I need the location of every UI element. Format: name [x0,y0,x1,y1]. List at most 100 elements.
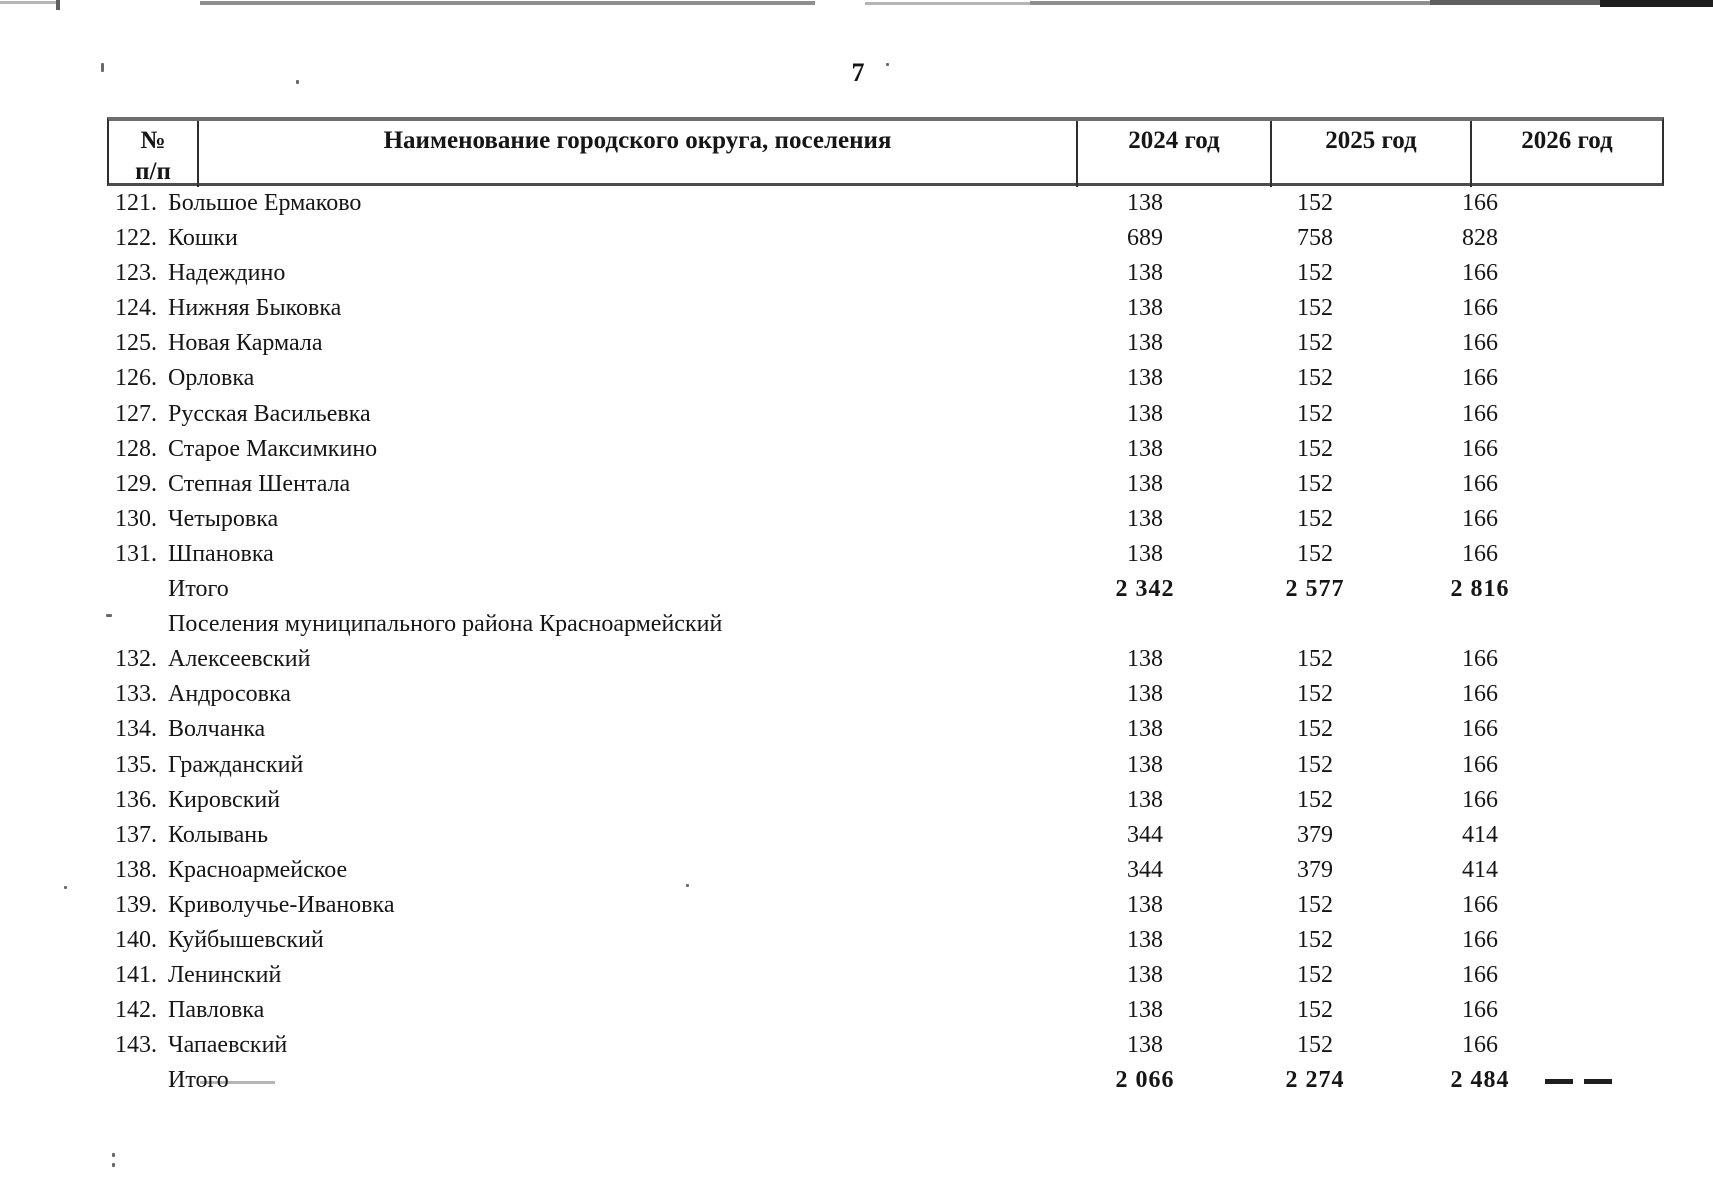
table-row: 136. Кировский 138 152 166 [107,783,1664,818]
cell-num [107,607,168,642]
cell-num: 141. [115,962,157,989]
header-cell-2024: 2024 год [1076,121,1270,187]
cell-num: 128. [115,435,157,462]
cell-2026: 166 [1462,400,1498,427]
cell-2024: 2 066 [1115,1067,1175,1094]
cell-2026: 166 [1462,926,1498,953]
cell-2025: 152 [1297,716,1333,743]
cell-2026: 166 [1462,435,1498,462]
cell-2025: 152 [1297,891,1333,918]
cell-2026: 414 [1462,821,1498,848]
cell-num: 121. [115,190,157,216]
table-row: 125. Новая Кармала 138 152 166 [107,326,1664,361]
scan-speck [101,63,104,72]
cell-name: Большое Ермаково [168,190,362,216]
cell-num [107,1063,168,1098]
cell-2025: 152 [1297,295,1333,322]
cell-2026: 166 [1462,330,1498,357]
cell-name: Красноармейское [168,856,348,883]
header-cell-2025: 2025 год [1270,121,1470,187]
table-row: 134. Волчанка 138 152 166 [107,712,1664,747]
table-row: 141. Ленинский 138 152 166 [107,958,1664,993]
cell-2024: 2 342 [1115,576,1175,603]
cell-name: Старое Максимкино [168,435,378,462]
table-row: 132. Алексеевский 138 152 166 [107,642,1664,677]
cell-num: 135. [115,751,157,778]
cell-num: 134. [115,716,157,743]
table-row: 130. Четыровка 138 152 166 [107,502,1664,537]
cell-2024: 138 [1127,260,1163,287]
cell-name: Кошки [168,225,238,252]
cell-2025: 152 [1297,786,1333,813]
cell-2026: 166 [1462,716,1498,743]
table-row: 127. Русская Васильевка 138 152 166 [107,397,1664,432]
cell-2026: 166 [1462,891,1498,918]
cell-2024: 689 [1127,225,1163,252]
scan-artifact [1030,1,1430,5]
section-header-row: Поселения муниципального района Красноар… [107,607,1664,642]
scan-artifact [1584,1079,1612,1084]
cell-2024: 138 [1127,1032,1163,1059]
table-row: 126. Орловка 138 152 166 [107,361,1664,396]
scan-artifact [200,1081,275,1084]
header-num-line2: п/п [135,158,171,185]
cell-2024: 138 [1127,646,1163,673]
cell-2026: 166 [1462,295,1498,322]
header-cell-name: Наименование городского округа, поселени… [197,121,1076,187]
cell-num: 136. [115,786,157,813]
cell-2025: 152 [1297,260,1333,287]
cell-name: Алексеевский [168,646,311,673]
cell-num: 132. [115,646,157,673]
cell-2026: 166 [1462,540,1498,567]
cell-2026: 166 [1462,190,1498,216]
cell-2026: 166 [1462,681,1498,708]
cell-2024: 138 [1127,330,1163,357]
cell-2026: 166 [1462,505,1498,532]
cell-name: Итого [168,576,229,603]
cell-num: 143. [115,1032,157,1059]
cell-2024: 138 [1127,435,1163,462]
cell-name: Русская Васильевка [168,400,371,427]
cell-2026: 166 [1462,786,1498,813]
cell-2025 [1242,607,1388,642]
cell-2025: 152 [1297,926,1333,953]
cell-num: 138. [115,856,157,883]
cell-num: 142. [115,997,157,1024]
table-row: 135. Гражданский 138 152 166 [107,748,1664,783]
scan-artifact [865,2,1030,5]
cell-2024: 344 [1127,821,1163,848]
scan-speck [112,1153,115,1157]
table-row: 133. Андросовка 138 152 166 [107,677,1664,712]
cell-2025: 2 577 [1285,576,1345,603]
header-num-line1: № [140,127,166,154]
cell-name: Волчанка [168,716,266,743]
table-header: № п/п Наименование городского округа, по… [107,117,1664,187]
scan-speck [686,884,689,887]
table-row: 138. Красноармейское 344 379 414 [107,853,1664,888]
cell-2024: 138 [1127,997,1163,1024]
scan-speck [112,1163,115,1167]
table-row: 139. Криволучье-Ивановка 138 152 166 [107,888,1664,923]
cell-2024: 138 [1127,540,1163,567]
cell-num: 122. [115,225,157,252]
cell-2025: 2 274 [1285,1067,1345,1094]
cell-2025: 152 [1297,400,1333,427]
cell-num: 130. [115,505,157,532]
total-row: Итого 2 342 2 577 2 816 [107,572,1664,607]
cell-name: Шпановка [168,540,274,567]
cell-2024: 344 [1127,856,1163,883]
cell-num: 140. [115,926,157,953]
cell-2026: 2 484 [1450,1067,1510,1094]
cell-name: Новая Кармала [168,330,323,357]
cell-2025: 152 [1297,365,1333,392]
cell-name: Четыровка [168,505,279,532]
cell-name: Колывань [168,821,269,848]
cell-2024 [1048,607,1242,642]
cell-2026: 414 [1462,856,1498,883]
scan-artifact [200,1,815,5]
cell-2024: 138 [1127,470,1163,497]
header-cell-num: № п/п [109,121,197,187]
table-row: 129. Степная Шентала 138 152 166 [107,467,1664,502]
scan-speck [296,80,299,84]
cell-name: Андросовка [168,681,291,708]
